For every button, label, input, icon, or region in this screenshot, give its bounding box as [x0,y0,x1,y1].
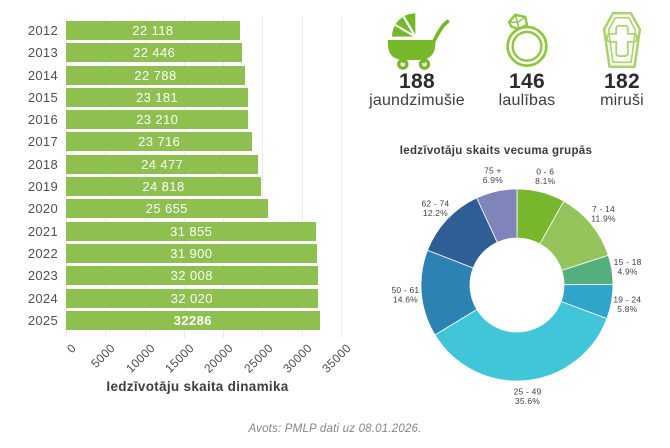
bar-row-2017: 2017 23 716 [20,132,320,152]
x-tick-label: 20000 [201,341,237,376]
bar-value: 22 788 [134,67,177,83]
bar-value: 24 477 [141,156,184,172]
deaths-label: miruši [600,92,644,109]
donut-chart-title: Iedzīvotāju skaits vecuma grupās [399,145,593,157]
marriages-count: 146 [509,70,545,93]
bar-2022: 31 900 [66,243,317,263]
bar-2017: 23 716 [66,132,253,152]
donut-slice-25-49 [434,300,608,382]
bar-year-label: 2019 [27,179,58,195]
bar-row-2025: 2025 32286 [20,310,320,330]
bar-chart-title: Iedzīvotāju skaita dinamika [106,379,289,394]
gridline-35000 [341,17,342,338]
stat-deaths: 182 miruši [570,10,670,110]
bar-2012: 22 118 [66,21,240,40]
bar-year-label: 2024 [27,290,58,306]
baby-carriage-icon [384,10,450,70]
bar-year-label: 2018 [27,156,58,172]
bar-2016: 23 210 [66,110,249,130]
bar-value: 32 008 [170,268,213,284]
x-tick-label: 0 [64,341,79,356]
bar-2021: 31 855 [66,221,317,241]
donut-label-19-24: 19 - 24 5.8% [613,295,641,315]
bar-year-label: 2012 [27,23,58,38]
bar-value: 32286 [173,312,212,328]
bar-2018: 24 477 [66,154,259,174]
bar-2023: 32 008 [66,266,318,286]
bar-value: 22 118 [132,23,174,38]
source-note: Avots: PMLP dati uz 08.01.2026. [248,423,422,435]
donut-label-7-14: 7 - 14 11.9% [591,204,616,224]
donut-label-62-74: 62 - 74 12.2% [421,198,449,218]
bar-row-2013: 2013 22 446 [20,43,320,63]
bar-value: 25 655 [145,201,188,217]
bar-row-2019: 2019 24 818 [20,177,320,197]
donut-slice-75+ [476,188,518,243]
bar-2024: 32 020 [66,288,318,308]
coffin-icon [597,10,647,70]
bar-2019: 24 818 [66,177,261,197]
donut-chart: 0 - 6 8.1% 7 - 14 11.9% 15 - 18 4.9% 19 - 24 5.… [362,158,670,448]
bar-year-label: 2014 [27,67,58,83]
bar-year-label: 2022 [27,245,58,261]
donut-label-0-6: 0 - 6 8.1% [535,167,555,187]
bar-year-label: 2017 [27,134,58,150]
bar-year-label: 2015 [27,89,58,105]
bar-2015: 23 181 [66,87,249,107]
bar-row-2014: 2014 22 788 [20,65,320,85]
wedding-ring-icon [500,10,554,70]
x-tick-label: 15000 [162,341,197,376]
bar-2025: 32286 [66,310,320,330]
bar-chart: 2012 22 118 2013 22 446 2014 22 788 2015 23 181… [20,21,320,333]
births-count: 188 [399,70,435,93]
stat-marriages: 146 laulības [470,10,584,110]
bar-row-2021: 2021 31 855 [20,221,320,241]
x-tick-label: 5000 [88,341,119,371]
bar-value: 31 900 [170,245,213,261]
bar-value: 23 210 [136,112,179,128]
gridline-30000 [301,17,303,338]
donut-label-75+: 75 +6.9% [483,166,503,186]
bar-row-2016: 2016 23 210 [20,110,320,130]
stat-births: 188 jaundzimušie [350,10,484,110]
bar-value: 31 855 [170,223,213,239]
bar-year-label: 2023 [27,268,58,284]
bar-2013: 22 446 [66,43,243,63]
marriages-label: laulības [498,92,556,109]
donut-label-25-49: 25 - 49 35.6% [514,387,542,407]
bar-row-2012: 2012 22 118 [20,21,320,40]
gridline-25000 [262,17,264,338]
bar-value: 24 818 [142,179,185,195]
x-tick-label: 30000 [280,341,315,376]
x-tick-label: 25000 [240,341,276,376]
bar-value: 23 716 [138,134,181,150]
bar-row-2018: 2018 24 477 [20,154,320,174]
bar-value: 23 181 [135,89,179,105]
bar-value: 22 446 [133,45,176,61]
donut-label-50-61: 50 - 61 14.6% [391,285,419,305]
bar-year-label: 2020 [27,201,58,217]
bar-row-2023: 2023 32 008 [20,266,320,286]
donut-label-15-18: 15 - 18 4.9% [614,257,642,277]
bar-year-label: 2021 [27,223,58,239]
x-tick-label: 10000 [122,341,158,376]
bar-year-label: 2013 [27,45,58,61]
bar-2014: 22 788 [66,65,245,85]
bar-row-2015: 2015 23 181 [20,87,320,107]
bar-row-2020: 2020 25 655 [20,199,320,219]
bar-year-label: 2016 [27,112,58,128]
bar-value: 32 020 [170,290,213,306]
bar-row-2022: 2022 31 900 [20,243,320,263]
deaths-count: 182 [604,70,640,93]
births-label: jaundzimušie [369,92,465,109]
donut-svg: 0 - 6 8.1% 7 - 14 11.9% 15 - 18 4.9% 19 - 24 5.… [391,166,642,407]
x-tick-label: 35000 [319,341,354,376]
bar-row-2024: 2024 32 020 [20,288,320,308]
bar-year-label: 2025 [27,312,58,328]
bar-2020: 25 655 [66,199,268,219]
